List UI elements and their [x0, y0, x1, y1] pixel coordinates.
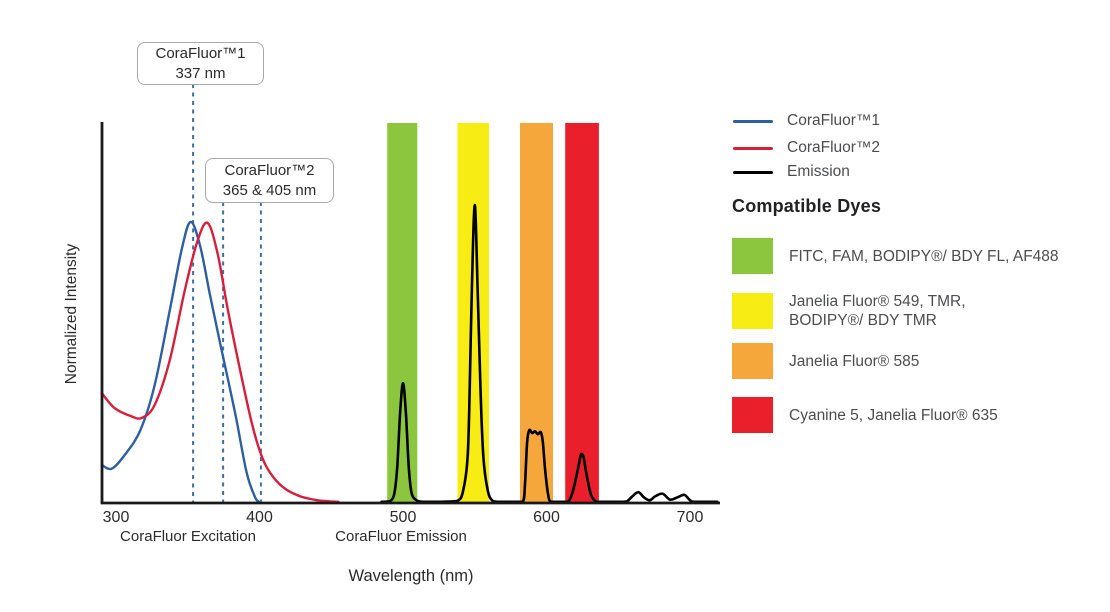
legend-line-red — [733, 146, 773, 150]
legend-item-corafluor2: CoraFluor™2 — [733, 139, 881, 156]
dye-swatch-orange — [732, 343, 773, 379]
band-2 — [520, 123, 553, 503]
callout-corafluor2: CoraFluor™2 365 & 405 nm — [205, 158, 334, 203]
band-3 — [565, 123, 599, 503]
callout-corafluor1-title: CoraFluor™1 — [155, 45, 246, 62]
dye-label-line: Cyanine 5, Janelia Fluor® 635 — [789, 406, 998, 424]
legend-item-corafluor1: CoraFluor™1 — [733, 112, 881, 129]
series-curve-0 — [100, 220, 260, 503]
x-tick-700: 700 — [676, 509, 704, 526]
x-tick-500: 500 — [389, 509, 417, 526]
legend-label: Emission — [787, 163, 850, 180]
x-axis-title: Wavelength (nm) — [348, 567, 474, 585]
dye-label-line: BODIPY®/ BDY TMR — [789, 312, 937, 329]
x-tick-600: 600 — [533, 509, 560, 526]
legend-line-blue — [733, 119, 773, 123]
dye-swatch-red — [732, 397, 773, 433]
series-curve-1 — [100, 221, 340, 503]
legend: CoraFluor™1 CoraFluor™2 Emission — [733, 112, 881, 180]
compatible-dyes-heading: Compatible Dyes — [732, 196, 882, 216]
x-tick-400: 400 — [246, 509, 273, 526]
y-axis-title: Normalized Intensity — [63, 243, 80, 385]
dye-label-line: Janelia Fluor® 585 — [789, 352, 920, 370]
dye-row-green: FITC, FAM, BODIPY®/ BDY FL, AF488 — [732, 238, 1059, 274]
dye-row-orange: Janelia Fluor® 585 — [732, 343, 919, 379]
dye-label: FITC, FAM, BODIPY®/ BDY FL, AF488 — [789, 247, 1059, 266]
band-0 — [387, 123, 418, 503]
dye-label-line: Janelia Fluor® 549, TMR, — [789, 293, 966, 310]
x-axis-section-emission: CoraFluor Emission — [335, 528, 467, 545]
legend-label: CoraFluor™1 — [787, 112, 881, 129]
dye-row-yellow: Janelia Fluor® 549, TMR, BODIPY®/ BDY TM… — [732, 292, 966, 330]
dye-label-line: FITC, FAM, BODIPY®/ BDY FL, AF488 — [789, 247, 1059, 265]
dye-label: Cyanine 5, Janelia Fluor® 635 — [789, 406, 998, 425]
legend-item-emission: Emission — [733, 163, 880, 180]
legend-label: CoraFluor™2 — [787, 139, 881, 156]
band-1 — [457, 123, 490, 503]
legend-line-black — [733, 170, 773, 174]
dye-label: Janelia Fluor® 549, TMR, BODIPY®/ BDY TM… — [789, 292, 966, 330]
callout-corafluor1: CoraFluor™1 337 nm — [137, 42, 264, 85]
dye-swatch-yellow — [732, 293, 773, 329]
callout-corafluor1-value: 337 nm — [175, 64, 226, 82]
dye-swatch-green — [732, 238, 773, 274]
dye-row-red: Cyanine 5, Janelia Fluor® 635 — [732, 397, 998, 433]
callout-corafluor2-title: CoraFluor™2 — [224, 162, 315, 179]
dye-label: Janelia Fluor® 585 — [789, 352, 919, 371]
x-axis-section-excitation: CoraFluor Excitation — [120, 528, 256, 545]
callout-corafluor2-value: 365 & 405 nm — [222, 181, 317, 199]
x-tick-300: 300 — [102, 509, 130, 526]
